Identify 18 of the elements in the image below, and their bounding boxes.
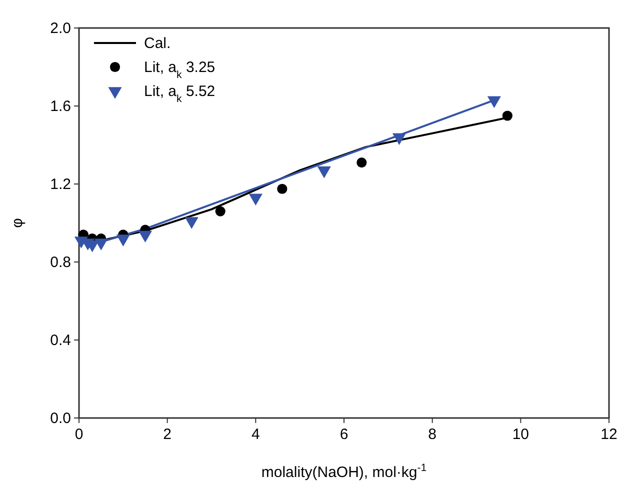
y-tick-label: 0.8 — [50, 254, 71, 271]
y-tick-label: 1.2 — [50, 176, 71, 193]
x-tick-label: 10 — [512, 426, 530, 443]
x-tick-label: 0 — [74, 426, 84, 443]
x-tick-label: 4 — [251, 426, 260, 443]
legend-label: Lit, a$_{k}$ 3.25 — [144, 59, 216, 81]
y-tick-label: 2.0 — [50, 20, 71, 37]
x-axis-title: molality(NaOH), mol·kg$^{-1}$ — [261, 462, 427, 481]
x-tick-label: 8 — [428, 426, 437, 443]
y-tick-label: 0.0 — [50, 410, 71, 427]
legend-label: Cal. — [144, 35, 171, 52]
y-tick-label: 1.6 — [50, 98, 71, 115]
y-axis-title: φ — [9, 218, 26, 228]
x-tick-label: 6 — [340, 426, 348, 443]
legend-label: Lit, a$_{k}$ 5.52 — [144, 83, 216, 105]
y-tick-label: 0.4 — [50, 332, 71, 349]
x-tick-label: 2 — [163, 426, 172, 443]
x-tick-label: 12 — [600, 426, 618, 443]
